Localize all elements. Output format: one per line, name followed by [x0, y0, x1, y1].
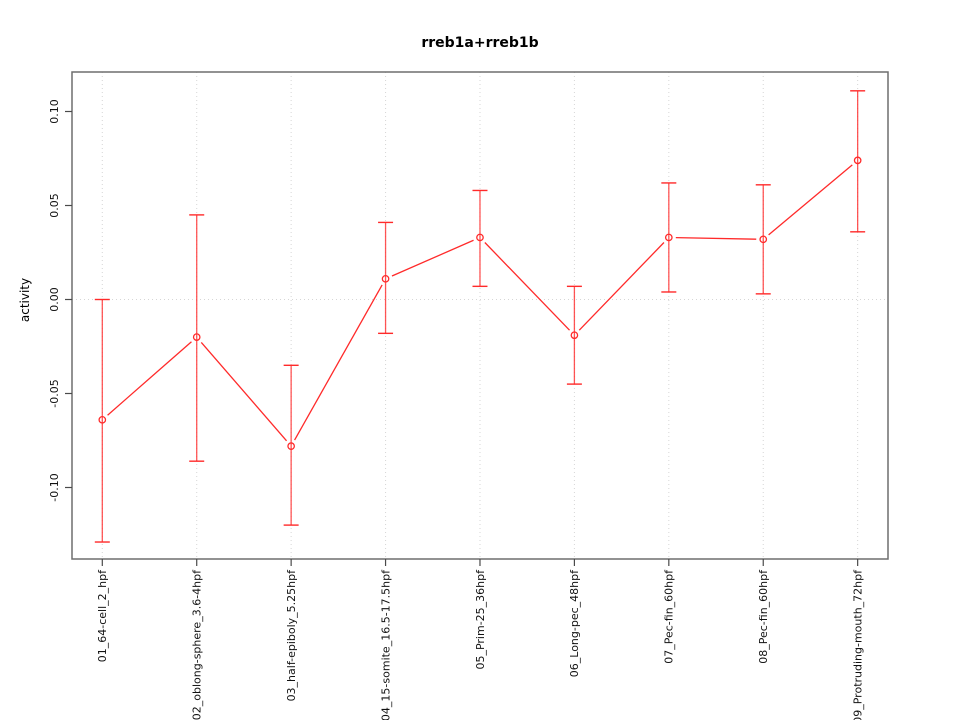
data-point-marker — [287, 442, 295, 450]
x-tick-label: 09_Protruding-mouth_72hpf — [852, 569, 865, 720]
x-tick-label: 07_Pec-fin_60hpf — [663, 569, 676, 664]
series-line-segment — [675, 236, 757, 240]
y-tick-label: -0.10 — [48, 473, 61, 501]
x-tick-label: 04_15-somite_16.5-17.5hpf — [379, 569, 392, 720]
x-tick-label: 06_Long-pec_48hpf — [568, 569, 581, 677]
data-point-marker — [476, 233, 484, 242]
plot-frame — [71, 71, 889, 560]
data-point-marker — [381, 274, 390, 283]
y-tick-label: 0.00 — [48, 287, 61, 312]
data-point-marker — [853, 156, 862, 165]
data-point-marker — [98, 415, 107, 424]
x-tick-label: 08_Pec-fin_60hpf — [757, 569, 770, 664]
x-tick-label: 03_half-epiboly_5.25hpf — [285, 569, 298, 702]
series-line-segment — [107, 341, 192, 416]
x-tick-label: 05_Prim-25_36hpf — [474, 569, 487, 670]
series-line-segment — [768, 164, 853, 236]
series-line-segment — [200, 341, 288, 442]
series-line-segment — [391, 239, 474, 277]
data-point-marker — [759, 235, 768, 244]
y-tick-label: 0.05 — [48, 193, 61, 218]
data-point-marker — [664, 233, 673, 242]
series-line-segment — [294, 284, 383, 441]
y-tick-label: -0.05 — [48, 379, 61, 407]
x-tick-label: 02_oblong-sphere_3.6-4hpf — [191, 569, 204, 720]
data-point-marker — [570, 331, 579, 340]
series-line-segment — [484, 242, 571, 331]
data-point-marker — [192, 333, 201, 341]
y-tick-label: 0.10 — [48, 99, 61, 124]
series-line-segment — [578, 242, 665, 331]
chart-title: rreb1a+rreb1b — [421, 35, 539, 51]
x-tick-label: 01_64-cell_2_hpf — [96, 569, 109, 662]
